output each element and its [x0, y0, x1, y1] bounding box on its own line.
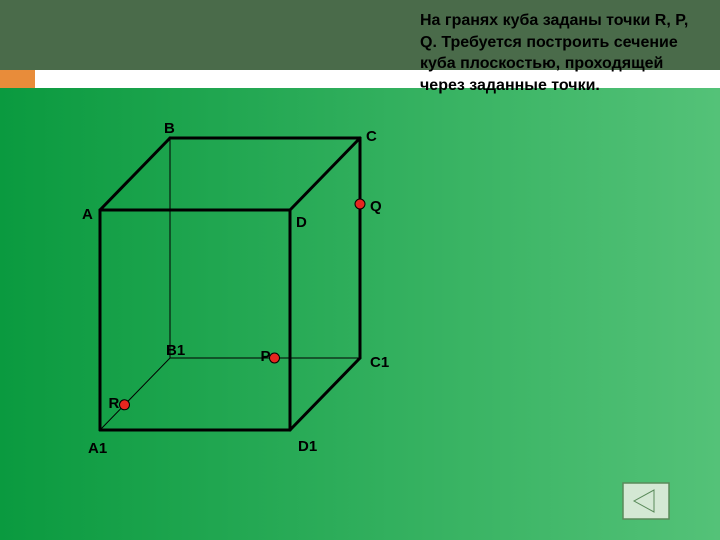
point-r [120, 400, 130, 410]
vertex-label-a1: A1 [88, 440, 107, 457]
vertex-label-d1: D1 [298, 438, 317, 455]
vertex-label-b: B [164, 120, 175, 137]
slide: На гранях куба заданы точки R, P, Q. Тре… [0, 0, 720, 540]
cube-diagram [60, 120, 420, 480]
vertex-label-b1: B1 [166, 342, 185, 359]
point-label-r: R [109, 395, 120, 412]
point-q [355, 199, 365, 209]
vertex-label-a: A [82, 206, 93, 223]
vertex-label-c: C [366, 128, 377, 145]
point-label-p: P [261, 348, 271, 365]
point-p [270, 353, 280, 363]
accent-bar [0, 70, 35, 88]
back-button[interactable] [622, 482, 670, 520]
vertex-label-d: D [296, 214, 307, 231]
task-text: На гранях куба заданы точки R, P, Q. Тре… [420, 10, 700, 96]
point-label-q: Q [370, 198, 382, 215]
vertex-label-c1: C1 [370, 354, 389, 371]
